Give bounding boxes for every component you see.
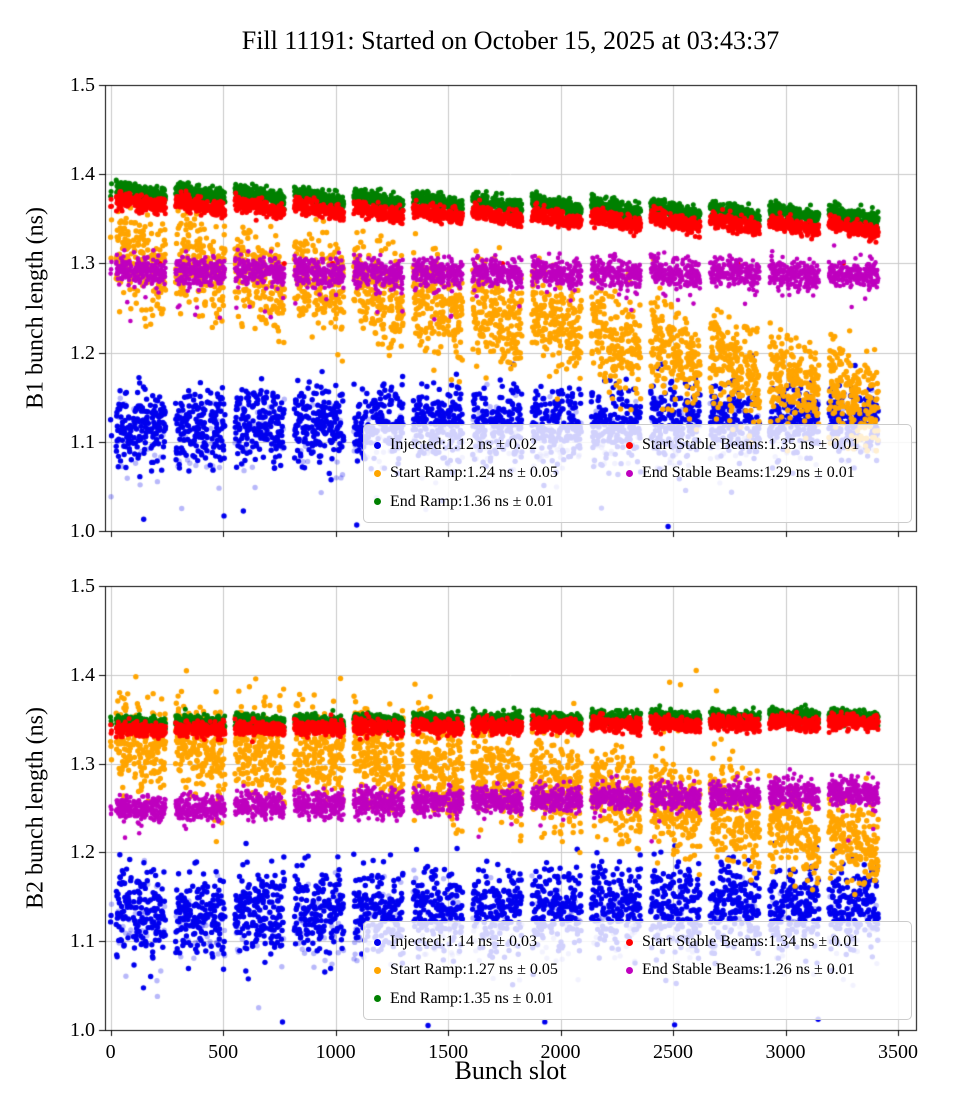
y-tick-label: 1.1	[70, 930, 95, 953]
legend-entry-start-ramp: Start Ramp:1.24 ns ± 0.05	[374, 459, 626, 487]
b1-y-axis-label: B1 bunch length (ns)	[22, 207, 49, 409]
y-tick-label: 1.5	[70, 575, 95, 597]
legend-label: End Stable Beams:1.29 ns ± 0.01	[642, 464, 855, 482]
end-stable-marker-icon	[626, 469, 633, 477]
injected-marker-icon	[374, 938, 381, 946]
y-tick-label: 1.0	[70, 1019, 95, 1041]
y-tick-label: 1.4	[70, 663, 95, 686]
legend-label: Start Stable Beams:1.35 ns ± 0.01	[642, 436, 860, 454]
start-ramp-marker-icon	[374, 469, 381, 477]
x-tick-label: 0	[105, 1041, 116, 1063]
x-tick-label: 1000	[315, 1041, 356, 1063]
x-axis-label: Bunch slot	[454, 1056, 567, 1085]
legend-label: End Ramp:1.36 ns ± 0.01	[390, 492, 554, 510]
legend-label: Injected:1.12 ns ± 0.02	[390, 436, 537, 454]
x-tick-label: 2000	[540, 1041, 581, 1063]
b1-legend: Injected:1.12 ns ± 0.02 Start Ramp:1.24 …	[363, 424, 912, 523]
y-tick-label: 1.2	[70, 341, 95, 364]
legend-entry-injected: Injected:1.12 ns ± 0.02	[374, 431, 626, 459]
y-tick-label: 1.1	[70, 430, 95, 453]
legend-entry-end-ramp: End Ramp:1.35 ns ± 0.01	[374, 985, 626, 1013]
legend-entry-end-ramp: End Ramp:1.36 ns ± 0.01	[374, 488, 626, 516]
start-stable-marker-icon	[626, 441, 633, 449]
injected-marker-icon	[374, 441, 381, 449]
legend-label: End Stable Beams:1.26 ns ± 0.01	[642, 961, 855, 979]
y-tick-label: 1.3	[70, 752, 95, 775]
start-stable-marker-icon	[626, 938, 633, 946]
y-tick-label: 1.4	[70, 163, 95, 186]
b2-legend: Injected:1.14 ns ± 0.03 Start Ramp:1.27 …	[363, 921, 912, 1020]
end-ramp-marker-icon	[374, 995, 381, 1003]
y-tick-label: 1.5	[70, 74, 95, 96]
y-tick-label: 1.0	[70, 520, 95, 542]
b2-y-axis-label: B2 bunch length (ns)	[22, 707, 49, 909]
x-tick-label: 3500	[878, 1041, 918, 1063]
end-stable-marker-icon	[626, 966, 633, 974]
x-tick-label: 500	[208, 1041, 239, 1063]
start-ramp-marker-icon	[374, 966, 381, 974]
y-tick-label: 1.3	[70, 252, 95, 275]
legend-entry-injected: Injected:1.14 ns ± 0.03	[374, 928, 626, 956]
legend-entry-start-stable: Start Stable Beams:1.35 ns ± 0.01	[626, 431, 901, 459]
legend-entry-start-stable: Start Stable Beams:1.34 ns ± 0.01	[626, 928, 901, 956]
legend-label: Start Ramp:1.24 ns ± 0.05	[390, 464, 558, 482]
y-tick-label: 1.2	[70, 841, 95, 864]
legend-entry-end-stable: End Stable Beams:1.26 ns ± 0.01	[626, 956, 901, 984]
x-tick-label: 1500	[428, 1041, 469, 1063]
legend-label: Start Ramp:1.27 ns ± 0.05	[390, 961, 558, 979]
x-tick-label: 2500	[653, 1041, 694, 1063]
end-ramp-marker-icon	[374, 498, 381, 506]
legend-entry-start-ramp: Start Ramp:1.27 ns ± 0.05	[374, 956, 626, 984]
legend-label: Start Stable Beams:1.34 ns ± 0.01	[642, 933, 860, 951]
legend-label: End Ramp:1.35 ns ± 0.01	[390, 989, 554, 1007]
figure-title: Fill 11191: Started on October 15, 2025 …	[241, 26, 780, 55]
x-tick-label: 3000	[765, 1041, 806, 1063]
legend-label: Injected:1.14 ns ± 0.03	[390, 933, 537, 951]
legend-entry-end-stable: End Stable Beams:1.29 ns ± 0.01	[626, 459, 901, 487]
